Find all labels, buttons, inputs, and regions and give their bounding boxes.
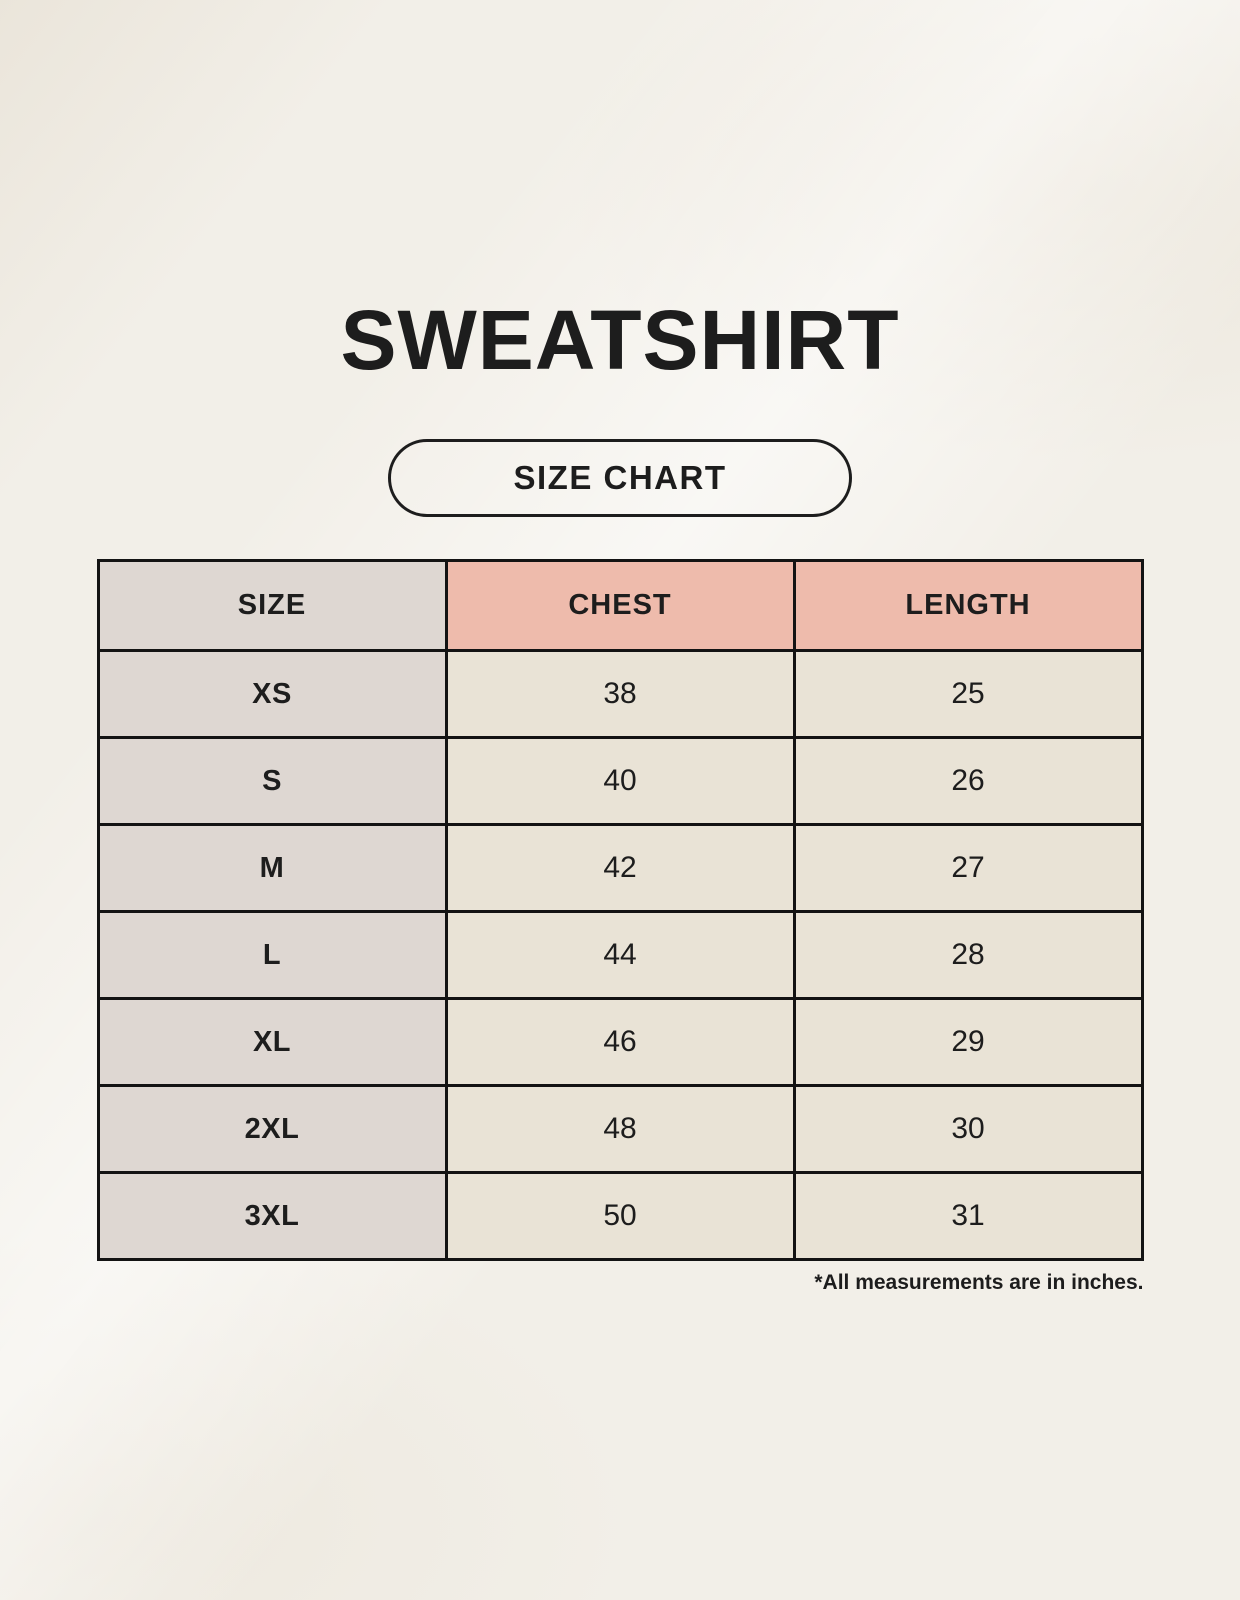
table-row: XS 38 25 (96, 649, 1144, 739)
size-label: S (96, 736, 448, 826)
length-value: 27 (792, 823, 1144, 913)
size-label: L (96, 910, 448, 1000)
table-row: M 42 27 (96, 823, 1144, 913)
column-header-length: LENGTH (792, 559, 1144, 652)
length-value: 25 (792, 649, 1144, 739)
table-row: XL 46 29 (96, 997, 1144, 1087)
table-header-row: SIZE CHEST LENGTH (96, 559, 1144, 652)
chest-value: 50 (444, 1171, 796, 1261)
size-label: XS (96, 649, 448, 739)
column-header-size: SIZE (96, 559, 448, 652)
size-label: M (96, 823, 448, 913)
size-chart-button-label: SIZE CHART (513, 459, 727, 496)
chest-value: 40 (444, 736, 796, 826)
table-row: 3XL 50 31 (96, 1171, 1144, 1261)
table-row: S 40 26 (96, 736, 1144, 826)
length-value: 31 (792, 1171, 1144, 1261)
table-row: L 44 28 (96, 910, 1144, 1000)
length-value: 29 (792, 997, 1144, 1087)
column-header-chest: CHEST (444, 559, 796, 652)
length-value: 26 (792, 736, 1144, 826)
size-label: XL (96, 997, 448, 1087)
size-label: 3XL (96, 1171, 448, 1261)
length-value: 30 (792, 1084, 1144, 1174)
page-title: SWEATSHIRT (340, 293, 900, 387)
chest-value: 48 (444, 1084, 796, 1174)
chest-value: 42 (444, 823, 796, 913)
chest-value: 38 (444, 649, 796, 739)
size-chart-button[interactable]: SIZE CHART (388, 439, 852, 517)
size-label: 2XL (96, 1084, 448, 1174)
size-table: SIZE CHEST LENGTH XS 38 25 S 40 26 M 42 … (96, 559, 1144, 1261)
chest-value: 46 (444, 997, 796, 1087)
measurements-footnote: *All measurements are in inches. (814, 1271, 1144, 1294)
chest-value: 44 (444, 910, 796, 1000)
table-row: 2XL 48 30 (96, 1084, 1144, 1174)
length-value: 28 (792, 910, 1144, 1000)
